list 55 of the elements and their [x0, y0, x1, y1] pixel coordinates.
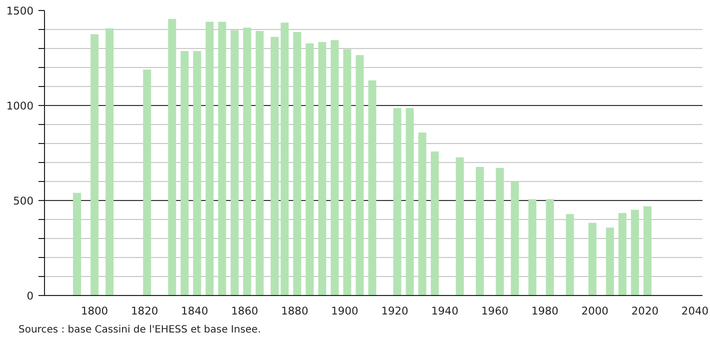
bar — [618, 213, 626, 296]
y-tick-label: 500 — [13, 194, 34, 208]
x-tick-label: 1860 — [231, 304, 258, 318]
bar — [206, 22, 214, 296]
bar — [368, 80, 376, 296]
bar — [606, 228, 614, 296]
x-tick-label: 2020 — [631, 304, 659, 318]
bar — [306, 43, 314, 296]
bar — [356, 55, 364, 296]
y-tick-label: 1500 — [6, 4, 34, 18]
x-tick-label: 1940 — [431, 304, 459, 318]
y-tick-label: 0 — [26, 290, 34, 302]
bar — [218, 22, 226, 296]
bar — [168, 18, 176, 296]
bar — [106, 28, 114, 296]
bar — [630, 210, 639, 296]
x-tick-label: 1900 — [331, 304, 359, 318]
bar — [180, 50, 189, 296]
bar — [510, 182, 519, 296]
bar — [496, 168, 504, 296]
x-tick-label: 2040 — [681, 304, 709, 318]
x-tick-label: 1960 — [481, 304, 509, 318]
bar — [280, 22, 289, 296]
x-tick-label: 1920 — [381, 304, 409, 318]
bar — [243, 28, 252, 296]
bar — [393, 108, 402, 296]
x-tick-label: 2000 — [581, 304, 609, 318]
bar — [193, 50, 202, 296]
x-tick-label: 1880 — [281, 304, 308, 318]
bar — [318, 42, 326, 296]
bar — [528, 199, 536, 296]
bar — [343, 49, 352, 296]
bar — [73, 192, 82, 296]
bar — [270, 36, 279, 296]
y-tick-label: 1000 — [6, 100, 34, 112]
x-tick-label: 1980 — [531, 304, 559, 318]
source-note: Sources : base Cassini de l'EHESS et base Insee. — [18, 324, 261, 336]
bar — [330, 40, 339, 296]
bar — [230, 30, 239, 296]
bar — [418, 132, 426, 296]
bar — [588, 222, 596, 296]
bar — [430, 151, 439, 296]
bar — [90, 34, 99, 296]
bar — [293, 32, 302, 296]
bar — [643, 206, 652, 296]
bar — [406, 108, 414, 296]
bar — [546, 199, 554, 296]
bar — [143, 70, 152, 296]
x-tick-label: 1820 — [131, 304, 158, 318]
x-tick-label: 1840 — [181, 304, 208, 318]
x-tick-label: 1800 — [80, 304, 108, 318]
bar — [256, 31, 264, 296]
bar — [476, 166, 484, 296]
bar — [566, 214, 574, 296]
bar — [456, 157, 464, 296]
